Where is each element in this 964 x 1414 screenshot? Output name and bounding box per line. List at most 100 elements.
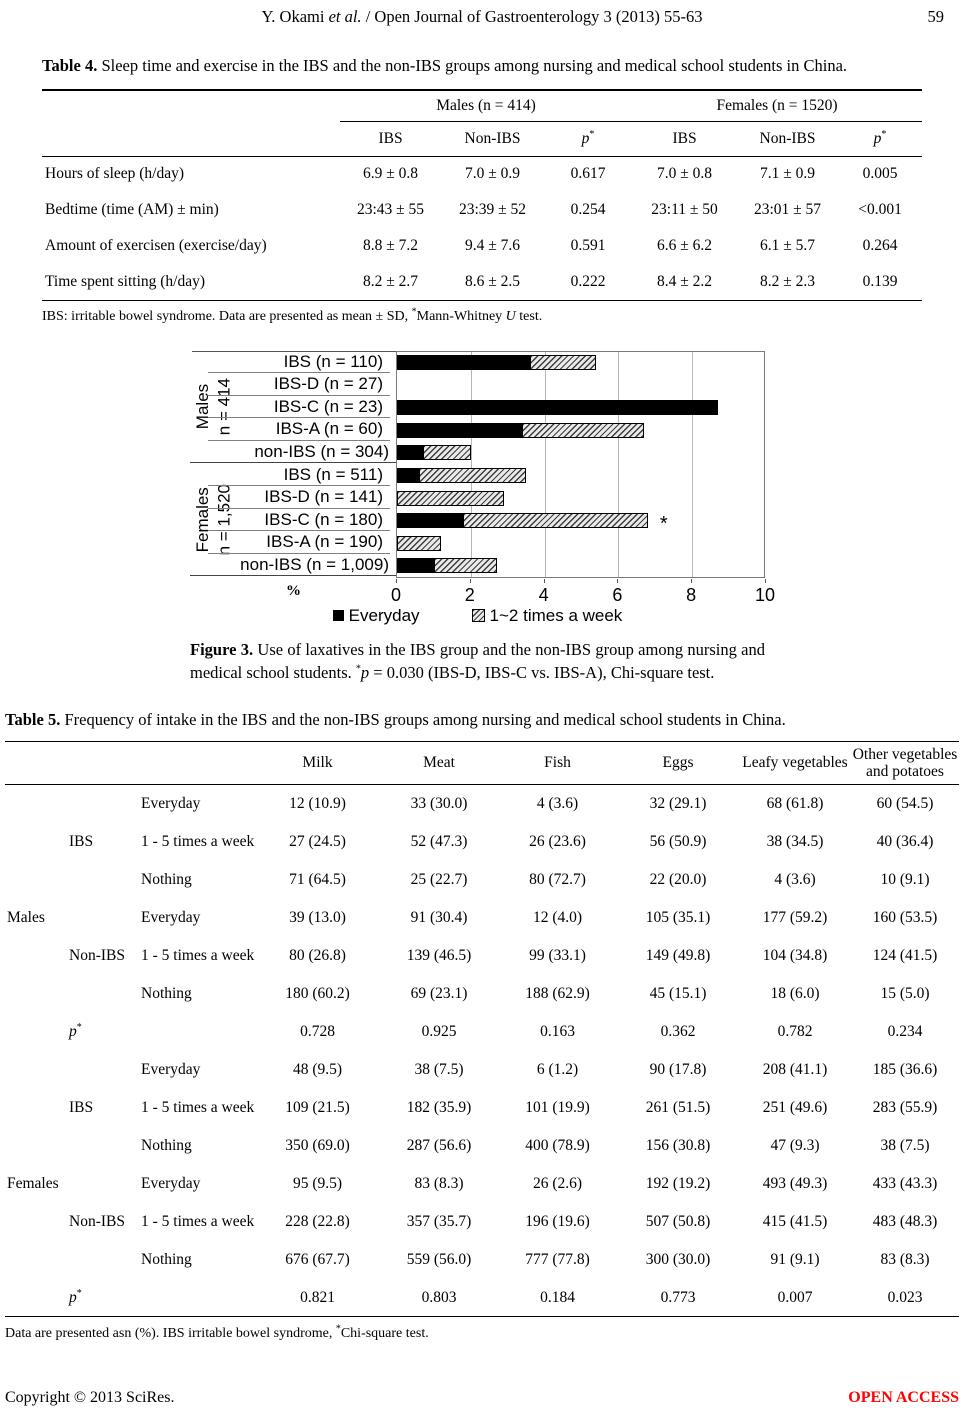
figure3-legend: Everyday 1~2 times a week <box>190 606 765 626</box>
table4-row-label: Amount of exercisen (exercise/day) <box>45 237 267 254</box>
table5-cell: 0.925 <box>421 1022 457 1040</box>
table5-cell: 0.163 <box>540 1022 575 1040</box>
table5-title: Table 5. Frequency of intake in the IBS … <box>5 710 959 730</box>
table5-cell: 83 (8.3) <box>880 1250 930 1268</box>
bar-segment-weekly <box>529 355 597 370</box>
table5-cell: 22 (20.0) <box>649 870 707 888</box>
table5-footnote: Data are presented asn (%). IBS irritabl… <box>5 1323 429 1342</box>
bar-segment-weekly <box>419 468 527 483</box>
table4-subheader-cell: p* <box>544 121 633 157</box>
table5-body: Everyday 12 (10.9) 33 (30.0) 4 (3.6) 32 (29.… <box>5 785 959 1318</box>
table5-cell: 300 (30.0) <box>645 1250 711 1268</box>
table4-cell: 6.9 ± 0.8 <box>362 165 418 183</box>
table5-sex-cell <box>5 1241 63 1279</box>
table5-cell: 47 (9.3) <box>770 1136 820 1154</box>
table4-subheader-cell: IBS <box>340 121 441 157</box>
table5-row: p* 0.728 0.925 0.163 0.362 0.782 0.234 <box>5 1013 959 1051</box>
chart-category-label: IBS-A (n = 60) <box>208 418 390 441</box>
chart-bar-row <box>397 532 764 555</box>
table5-cell: 40 (36.4) <box>876 832 934 850</box>
table5-cell: 83 (8.3) <box>414 1174 464 1192</box>
table5-cell: 56 (50.9) <box>649 832 707 850</box>
table4: Males (n = 414) Females (n = 1520) IBS No… <box>42 89 923 301</box>
chart-bar-row <box>397 352 764 375</box>
figure3-caption-label: Figure 3. <box>190 639 254 659</box>
table5-frequency-cell: 1 - 5 times a week <box>141 832 255 850</box>
table4-title-text: Sleep time and exercise in the IBS and t… <box>97 56 848 75</box>
table5-cell: 15 (5.0) <box>880 984 930 1002</box>
table5-cell: 109 (21.5) <box>285 1098 350 1116</box>
copyright-text: Copyright © 2013 SciRes. <box>5 1389 175 1406</box>
table5-cell: 38 (34.5) <box>766 832 824 850</box>
table5-cell: 0.234 <box>887 1022 923 1040</box>
table5-cell: 6 (1.2) <box>536 1060 579 1078</box>
table4-group-males: Males (n = 414) <box>340 89 633 122</box>
table5-group-cell: Non-IBS <box>69 1212 125 1230</box>
axis-tick-label: 10 <box>754 584 776 605</box>
table5-sex-cell <box>5 1013 63 1051</box>
table5-cell: 32 (29.1) <box>649 795 707 813</box>
figure3-plot-area: * <box>396 350 765 578</box>
table5-cell: 45 (15.1) <box>649 984 707 1002</box>
table5-group-cell <box>63 975 125 1013</box>
table5-row: IBS 1 - 5 times a week 27 (24.5) 52 (47.3) 2… <box>5 823 959 861</box>
table5-group-cell: IBS <box>69 832 94 850</box>
table5-cell: 10 (9.1) <box>880 870 930 888</box>
table5: Milk Meat Fish Eggs Leafy vegetables Other ve… <box>5 741 959 1318</box>
table4-subheader-stub <box>42 121 340 157</box>
table5-row: Nothing 180 (60.2) 69 (23.1) 188 (62.9) 45 (… <box>5 975 959 1013</box>
axis-tick-label: 2 <box>464 584 475 605</box>
table4-subheader-cell: IBS <box>632 121 738 157</box>
chart-bar <box>397 355 597 370</box>
chart-bar <box>397 400 719 416</box>
bar-segment-everyday <box>397 558 434 574</box>
table5-frequency-cell: Nothing <box>141 870 192 888</box>
header-author: Y. Okami <box>261 7 329 26</box>
table5-row: Everyday 48 (9.5) 38 (7.5) 6 (1.2) 90 (17.8)… <box>5 1051 959 1089</box>
table4-cell: 0.617 <box>570 165 606 183</box>
table5-sex-cell <box>5 937 63 975</box>
table4-cell: 8.2 ± 2.3 <box>737 264 839 301</box>
table4-group-females: Females (n = 1520) <box>632 89 923 122</box>
table5-cell: 39 (13.0) <box>289 908 346 926</box>
table5-cell: 27 (24.5) <box>289 832 346 850</box>
table4-body: Hours of sleep (h/day) 6.9 ± 0.8 7.0 ± 0.9… <box>42 156 923 301</box>
table5-cell: 0.362 <box>660 1022 696 1040</box>
table5-cell: 99 (33.1) <box>529 946 586 964</box>
table5-cell: 400 (78.9) <box>525 1136 590 1154</box>
table5-cell: 185 (36.6) <box>872 1060 938 1078</box>
table4-cell: 6.6 ± 6.2 <box>657 237 713 254</box>
axis-tick-label: 8 <box>686 584 697 605</box>
chart-category-label: IBS (n = 511) <box>208 464 390 487</box>
table5-cell: 350 (69.0) <box>285 1136 350 1154</box>
table5-cell: 559 (56.0) <box>406 1250 472 1268</box>
table5-frequency-cell: Everyday <box>141 795 201 813</box>
table5-cell: 493 (49.3) <box>762 1174 828 1192</box>
bar-segment-everyday <box>397 422 523 438</box>
table5-group-cell: IBS <box>69 1098 94 1116</box>
table5-column-header: Eggs <box>617 741 739 786</box>
gridline <box>544 351 546 577</box>
table5-cell: 777 (77.8) <box>525 1250 590 1268</box>
table5-cell: 104 (34.8) <box>762 946 828 964</box>
bar-segment-weekly <box>522 422 645 438</box>
table5-cell: 80 (26.8) <box>289 946 346 964</box>
table5-frequency-cell: Everyday <box>141 1174 201 1192</box>
table4-group-header-row: Males (n = 414) Females (n = 1520) <box>42 89 923 122</box>
chart-bar-row <box>397 442 764 465</box>
legend-swatch-weekly <box>471 609 485 622</box>
gridline <box>470 351 472 577</box>
chart-bar-row <box>397 487 764 510</box>
table4-cell: 0.591 <box>570 237 606 254</box>
table5-sex-cell <box>5 975 63 1013</box>
table5-cell: 68 (61.8) <box>766 795 824 813</box>
page-footer: Copyright © 2013 SciRes. OPEN ACCESS <box>5 1389 959 1407</box>
figure3-caption: Figure 3. Use of laxatives in the IBS gr… <box>190 639 765 683</box>
axis-tick-label: 4 <box>538 584 549 605</box>
table5-row: Non-IBS 1 - 5 times a week 80 (26.8) 139 (4… <box>5 937 959 975</box>
table5-sex-cell <box>5 1127 63 1165</box>
chart-bar <box>397 468 527 483</box>
table5-cell: 483 (48.3) <box>872 1212 938 1230</box>
chart-bar <box>397 422 645 438</box>
table5-cell: 60 (54.5) <box>876 795 934 813</box>
